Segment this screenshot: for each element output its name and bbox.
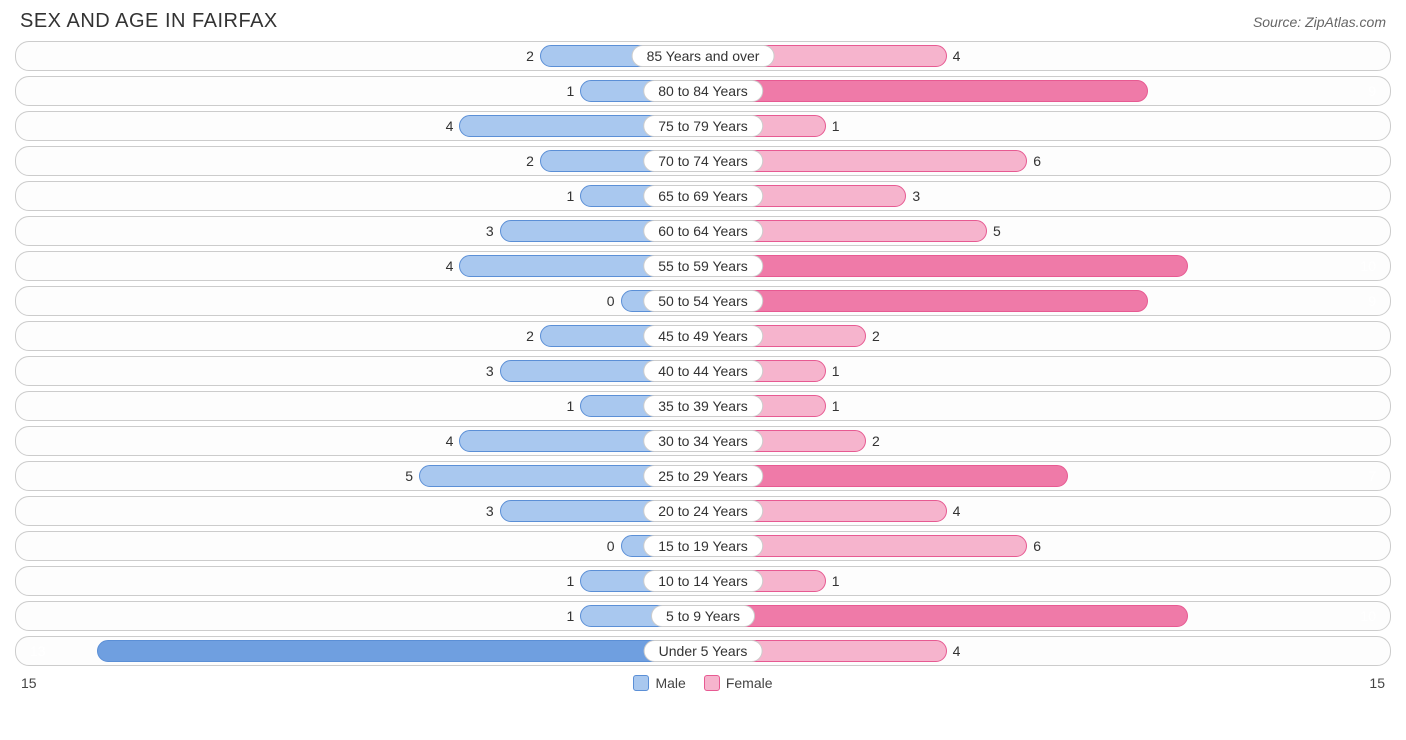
age-sex-chart: 2485 Years and over1980 to 84 Years4175 … [15,41,1391,666]
male-value: 13 [20,637,622,665]
chart-row: 1 9 80 to 84 Years [15,76,1391,106]
chart-row: 0 6 15 to 19 Years [15,531,1391,561]
chart-source: Source: ZipAtlas.com [1253,14,1386,30]
female-value: 5 [987,217,1027,245]
male-value: 4 [419,252,459,280]
chart-row: 5 7 25 to 29 Years [15,461,1391,491]
chart-row: 13 4 Under 5 Years [15,636,1391,666]
male-value: 1 [540,77,580,105]
female-value: 3 [906,182,946,210]
male-value: 1 [540,392,580,420]
chart-footer: 15 Male Female 15 [15,671,1391,691]
male-value: 0 [581,287,621,315]
male-value: 1 [540,602,580,630]
age-category-label: 65 to 69 Years [643,185,763,207]
age-category-label: 85 Years and over [632,45,775,67]
male-value: 2 [500,322,540,350]
male-value: 3 [460,497,500,525]
male-value: 4 [419,427,459,455]
male-value: 2 [500,42,540,70]
female-value: 1 [826,567,866,595]
female-value: 1 [826,357,866,385]
legend-male-label: Male [655,675,685,691]
chart-row: 1 1 10 to 14 Years [15,566,1391,596]
chart-legend: Male Female [633,675,772,691]
female-value: 10 [905,602,1386,630]
female-value: 9 [945,77,1386,105]
chart-row: 2 6 70 to 74 Years [15,146,1391,176]
age-category-label: 55 to 59 Years [643,255,763,277]
chart-title: SEX AND AGE IN FAIRFAX [20,10,278,33]
age-category-label: 70 to 74 Years [643,150,763,172]
male-value: 3 [460,217,500,245]
axis-max-left: 15 [21,675,37,691]
age-category-label: 10 to 14 Years [643,570,763,592]
female-value: 4 [947,497,987,525]
chart-row: 3 1 40 to 44 Years [15,356,1391,386]
age-category-label: 75 to 79 Years [643,115,763,137]
female-value: 1 [826,112,866,140]
age-category-label: 15 to 19 Years [643,535,763,557]
age-category-label: 45 to 49 Years [643,325,763,347]
female-value: 7 [1025,462,1386,490]
female-value: 2 [866,322,906,350]
chart-row: 3 4 20 to 24 Years [15,496,1391,526]
female-value: 9 [945,287,1386,315]
male-value: 1 [540,567,580,595]
chart-row: 1 10 5 to 9 Years [15,601,1391,631]
female-value: 6 [1027,532,1067,560]
age-category-label: 25 to 29 Years [643,465,763,487]
chart-row: 1 1 35 to 39 Years [15,391,1391,421]
age-category-label: 40 to 44 Years [643,360,763,382]
age-category-label: 5 to 9 Years [651,605,755,627]
male-value: 2 [500,147,540,175]
chart-row: 2 4 85 Years and over [15,41,1391,71]
female-swatch-icon [704,675,720,691]
chart-row: 4 2 30 to 34 Years [15,426,1391,456]
axis-max-right: 15 [1369,675,1385,691]
male-swatch-icon [633,675,649,691]
age-category-label: 20 to 24 Years [643,500,763,522]
female-value: 4 [947,42,987,70]
male-value: 4 [419,112,459,140]
male-value: 0 [581,532,621,560]
female-value: 1 [826,392,866,420]
female-value: 6 [1027,147,1067,175]
chart-header: SEX AND AGE IN FAIRFAX Source: ZipAtlas.… [15,10,1391,41]
age-category-label: 35 to 39 Years [643,395,763,417]
male-value: 5 [379,462,419,490]
age-category-label: 30 to 34 Years [643,430,763,452]
chart-row: 4 10 55 to 59 Years [15,251,1391,281]
female-value: 4 [947,637,987,665]
female-value: 10 [905,252,1386,280]
legend-female-label: Female [726,675,773,691]
female-value: 2 [866,427,906,455]
chart-row: 2 2 45 to 49 Years [15,321,1391,351]
chart-row: 3 5 60 to 64 Years [15,216,1391,246]
age-category-label: Under 5 Years [644,640,763,662]
age-category-label: 80 to 84 Years [643,80,763,102]
male-value: 3 [460,357,500,385]
age-category-label: 50 to 54 Years [643,290,763,312]
legend-male: Male [633,675,685,691]
legend-female: Female [704,675,773,691]
chart-row: 1 3 65 to 69 Years [15,181,1391,211]
male-value: 1 [540,182,580,210]
chart-row: 4 1 75 to 79 Years [15,111,1391,141]
chart-row: 0 9 50 to 54 Years [15,286,1391,316]
age-category-label: 60 to 64 Years [643,220,763,242]
